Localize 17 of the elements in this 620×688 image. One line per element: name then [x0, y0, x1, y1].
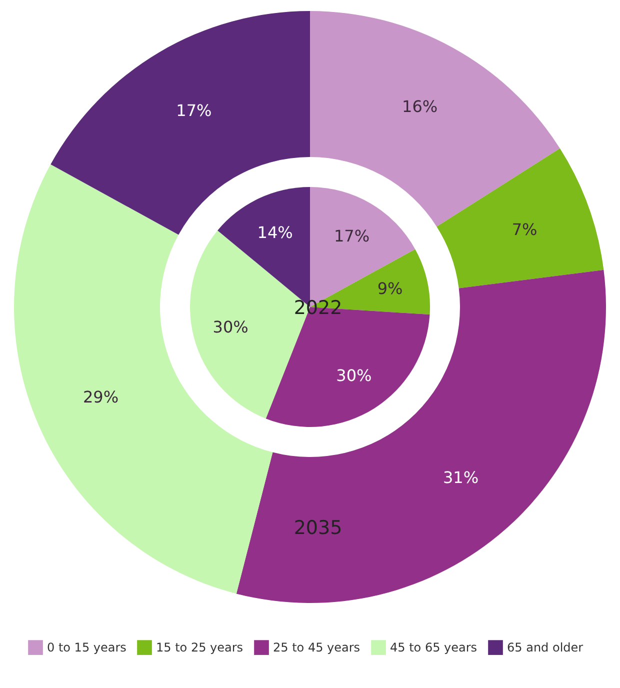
- slice-label: 2035: [294, 517, 342, 539]
- data-label: 14%: [257, 222, 293, 242]
- data-label: 30%: [212, 317, 248, 336]
- legend-label: 0 to 15 years: [47, 640, 126, 655]
- data-label: 9%: [377, 279, 403, 298]
- data-label: 7%: [512, 220, 538, 239]
- data-label: 29%: [82, 388, 119, 407]
- legend-label: 45 to 65 years: [390, 640, 478, 655]
- data-label: 17%: [176, 100, 212, 120]
- legend-label: 65 and older: [507, 640, 584, 655]
- data-label: 30%: [336, 366, 372, 386]
- data-label: 16%: [402, 97, 438, 116]
- data-label: 31%: [443, 468, 479, 488]
- legend-label: 15 to 25 years: [156, 640, 244, 655]
- data-label: 17%: [334, 226, 370, 246]
- legend-label: 25 to 45 years: [273, 640, 360, 655]
- slice-label: 2022: [294, 297, 342, 319]
